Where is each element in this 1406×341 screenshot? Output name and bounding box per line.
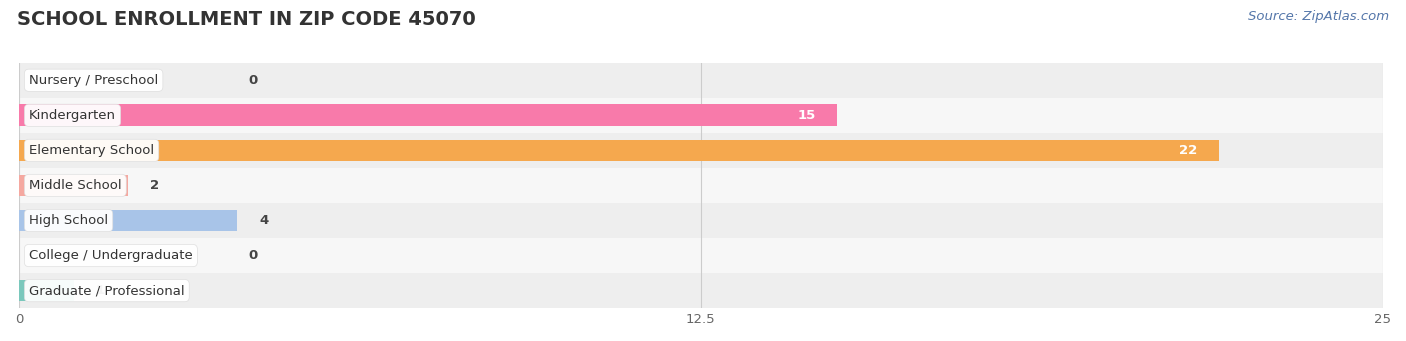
- Text: College / Undergraduate: College / Undergraduate: [30, 249, 193, 262]
- Text: 0: 0: [249, 249, 257, 262]
- Bar: [20, 168, 1382, 203]
- Text: Kindergarten: Kindergarten: [30, 109, 117, 122]
- Bar: [20, 175, 128, 196]
- Text: 22: 22: [1178, 144, 1197, 157]
- Text: Elementary School: Elementary School: [30, 144, 155, 157]
- Bar: [20, 63, 1382, 98]
- Text: 1: 1: [96, 284, 104, 297]
- Bar: [20, 210, 238, 231]
- Text: Middle School: Middle School: [30, 179, 122, 192]
- Text: Nursery / Preschool: Nursery / Preschool: [30, 74, 159, 87]
- Bar: [20, 280, 73, 301]
- Text: 4: 4: [259, 214, 269, 227]
- Text: 0: 0: [249, 74, 257, 87]
- Text: Graduate / Professional: Graduate / Professional: [30, 284, 184, 297]
- Text: Source: ZipAtlas.com: Source: ZipAtlas.com: [1249, 10, 1389, 23]
- Text: 2: 2: [150, 179, 159, 192]
- Bar: [20, 238, 1382, 273]
- Bar: [20, 104, 837, 126]
- Bar: [20, 139, 1219, 161]
- Bar: [20, 273, 1382, 308]
- Bar: [20, 133, 1382, 168]
- Text: SCHOOL ENROLLMENT IN ZIP CODE 45070: SCHOOL ENROLLMENT IN ZIP CODE 45070: [17, 10, 475, 29]
- Text: 15: 15: [797, 109, 815, 122]
- Bar: [20, 98, 1382, 133]
- Text: High School: High School: [30, 214, 108, 227]
- Bar: [20, 203, 1382, 238]
